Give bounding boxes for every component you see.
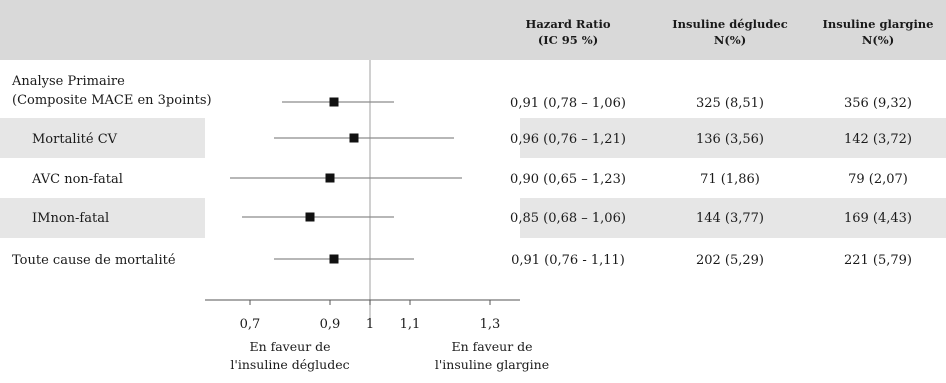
degludec-value: 136 (3,56): [696, 132, 764, 147]
header-glargine-line1: Insuline glargine: [822, 17, 933, 31]
row-shade-left: [0, 198, 205, 238]
x-tick-label: 1: [366, 317, 374, 332]
x-tick-label: 1,3: [480, 317, 501, 332]
glargine-value: 169 (4,43): [844, 211, 912, 226]
row-label: IMnon-fatal: [32, 211, 109, 226]
row-label: Toute cause de mortalité: [12, 253, 176, 268]
hr-marker: [329, 254, 339, 264]
favor-left-line2: l'insuline dégludec: [230, 357, 349, 372]
hr-marker: [325, 173, 335, 183]
hr-value: 0,85 (0,68 – 1,06): [510, 211, 626, 226]
glargine-value: 142 (3,72): [844, 132, 912, 147]
header-band: [0, 0, 946, 60]
table-rows: Analyse Primaire (Composite MACE en 3poin…: [11, 74, 912, 268]
header-degludec-line1: Insuline dégludec: [672, 17, 787, 31]
x-axis: En faveur de l'insuline dégludec En fave…: [205, 299, 549, 372]
header-hr-line1: Hazard Ratio: [525, 17, 610, 31]
favor-right-line2: l'insuline glargine: [435, 357, 549, 372]
table-header: Hazard Ratio (IC 95 %) Insuline dégludec…: [525, 17, 933, 47]
glargine-value: 79 (2,07): [848, 172, 908, 187]
row-shade-right: [520, 198, 946, 238]
degludec-value: 71 (1,86): [700, 172, 760, 187]
row-label: Mortalité CV: [32, 132, 118, 147]
hr-value: 0,90 (0,65 – 1,23): [510, 172, 626, 187]
header-degludec-line2: N(%): [714, 33, 746, 47]
hr-value: 0,91 (0,78 – 1,06): [510, 96, 626, 111]
row-label-line2: (Composite MACE en 3points): [12, 93, 212, 108]
background-layer: [0, 0, 946, 318]
row-label: Analyse Primaire: [11, 74, 125, 89]
x-tick-label: 0,9: [320, 317, 341, 332]
hr-marker: [349, 133, 359, 143]
row-shade-right: [520, 118, 946, 158]
hr-marker: [329, 97, 339, 107]
header-hr-line2: (IC 95 %): [538, 33, 598, 47]
hr-value: 0,91 (0,76 - 1,11): [511, 253, 625, 268]
degludec-value: 144 (3,77): [696, 211, 764, 226]
hr-value: 0,96 (0,76 – 1,21): [510, 132, 626, 147]
favor-right-line1: En faveur de: [451, 339, 532, 354]
row-label: AVC non-fatal: [31, 172, 123, 187]
degludec-value: 202 (5,29): [696, 253, 764, 268]
x-tick-label: 1,1: [400, 317, 421, 332]
glargine-value: 356 (9,32): [844, 96, 912, 111]
row-shade-left: [0, 118, 205, 158]
hr-marker: [305, 212, 315, 222]
degludec-value: 325 (8,51): [696, 96, 764, 111]
x-tick-label: 0,7: [240, 317, 261, 332]
favor-left-line1: En faveur de: [249, 339, 330, 354]
glargine-value: 221 (5,79): [844, 253, 912, 268]
header-glargine-line2: N(%): [862, 33, 894, 47]
